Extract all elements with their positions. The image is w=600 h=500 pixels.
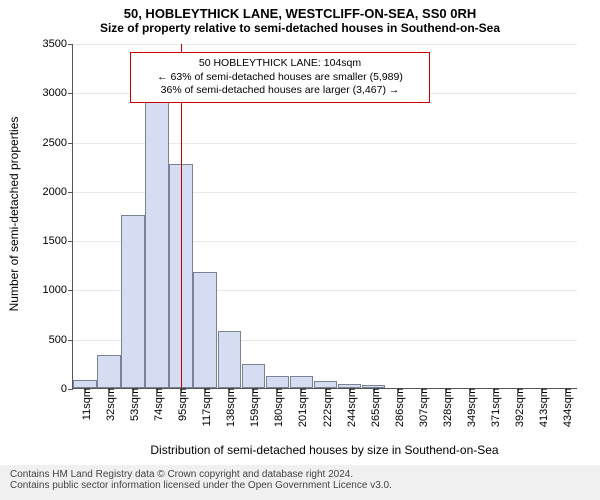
ytick-label: 500 — [49, 334, 73, 346]
marker-info-box: 50 HOBLEYTHICK LANE: 104sqm ← 63% of sem… — [130, 52, 430, 103]
xtick-label: 392sqm — [510, 388, 526, 427]
y-axis-label: Number of semi-detached properties — [7, 114, 21, 314]
chart-title-address: 50, HOBLEYTHICK LANE, WESTCLIFF-ON-SEA, … — [0, 6, 600, 21]
xtick-label: 74sqm — [149, 388, 165, 421]
xtick-label: 32sqm — [101, 388, 117, 421]
xtick-label: 117sqm — [197, 388, 213, 426]
ytick-label: 0 — [61, 383, 73, 395]
xtick-label: 265sqm — [366, 388, 382, 427]
attribution-footer: Contains HM Land Registry data © Crown c… — [0, 465, 600, 500]
histogram-bar — [193, 272, 217, 388]
chart-titles: 50, HOBLEYTHICK LANE, WESTCLIFF-ON-SEA, … — [0, 0, 600, 35]
xtick-label: 53sqm — [125, 388, 141, 421]
xtick-label: 244sqm — [342, 388, 358, 427]
xtick-label: 349sqm — [462, 388, 478, 427]
histogram-bar — [266, 376, 290, 388]
histogram-bar — [290, 376, 314, 388]
histogram-bar — [314, 381, 338, 388]
xtick-label: 95sqm — [173, 388, 189, 421]
x-axis-label: Distribution of semi-detached houses by … — [72, 443, 577, 457]
xtick-label: 222sqm — [318, 388, 334, 427]
ytick-label: 1000 — [43, 284, 73, 296]
footer-line-2: Contains public sector information licen… — [10, 480, 590, 491]
info-line-larger: 36% of semi-detached houses are larger (… — [135, 84, 425, 98]
ytick-label: 3000 — [43, 87, 73, 99]
ytick-label: 2500 — [43, 137, 73, 149]
histogram-bar — [218, 331, 242, 388]
xtick-label: 328sqm — [438, 388, 454, 427]
histogram-bar — [73, 380, 97, 388]
xtick-label: 159sqm — [245, 388, 261, 427]
xtick-label: 286sqm — [390, 388, 406, 427]
histogram-bar — [97, 355, 121, 388]
ytick-label: 3500 — [43, 38, 73, 50]
gridline — [73, 44, 577, 45]
ytick-label: 2000 — [43, 186, 73, 198]
histogram-bar — [145, 87, 169, 388]
xtick-label: 413sqm — [534, 388, 550, 427]
xtick-label: 307sqm — [414, 388, 430, 427]
xtick-label: 138sqm — [221, 388, 237, 427]
xtick-label: 371sqm — [486, 388, 502, 427]
ytick-label: 1500 — [43, 235, 73, 247]
xtick-label: 434sqm — [558, 388, 574, 427]
info-line-smaller: ← 63% of semi-detached houses are smalle… — [135, 71, 425, 85]
xtick-label: 180sqm — [269, 388, 285, 427]
histogram-bar — [121, 215, 145, 388]
footer-line-1: Contains HM Land Registry data © Crown c… — [10, 469, 590, 480]
xtick-label: 11sqm — [77, 388, 93, 420]
chart-subtitle: Size of property relative to semi-detach… — [0, 21, 600, 35]
info-line-property: 50 HOBLEYTHICK LANE: 104sqm — [135, 57, 425, 71]
property-size-chart: 50, HOBLEYTHICK LANE, WESTCLIFF-ON-SEA, … — [0, 0, 600, 500]
xtick-label: 201sqm — [293, 388, 309, 427]
histogram-bar — [242, 364, 266, 388]
